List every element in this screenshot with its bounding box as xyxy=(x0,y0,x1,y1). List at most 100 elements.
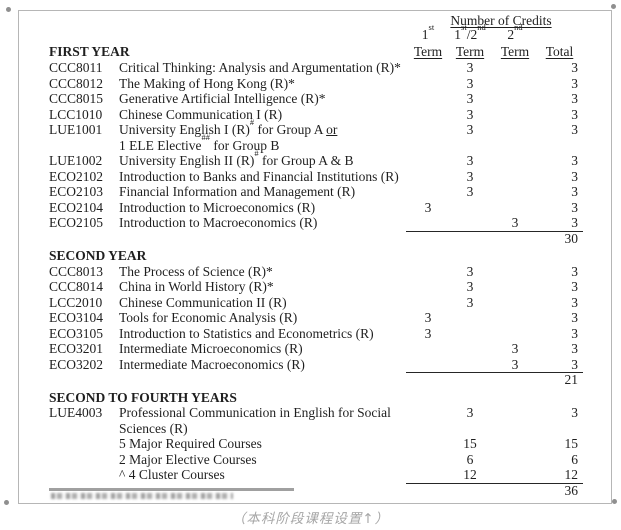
credits-total: 3 xyxy=(571,153,578,168)
credits-term2: 3 xyxy=(511,356,519,372)
frame-handle-bottom-right[interactable] xyxy=(612,499,617,504)
credits-total: 3 xyxy=(571,168,578,184)
credits-term12: 3 xyxy=(466,75,474,91)
term2-header: Term xyxy=(500,44,530,59)
course-code: ECO2102 xyxy=(49,168,103,184)
credits-term1: 3 xyxy=(424,310,432,325)
credits-total: 3 xyxy=(571,405,578,420)
course-row: LUE1001 University English I (R)# for Gro… xyxy=(19,117,611,138)
curriculum-table-frame: Number of Credits 1st 1st/2nd 2nd FIRST … xyxy=(18,10,612,504)
course-row: CCC8014 China in World History (R)* 3 3 xyxy=(19,279,611,295)
course-row: ECO2102 Introduction to Banks and Financi… xyxy=(19,169,611,185)
course-title: Introduction to Banks and Financial Inst… xyxy=(119,168,399,184)
credits-term12: 3 xyxy=(466,91,474,106)
course-title: The Making of Hong Kong (R)* xyxy=(119,75,295,91)
credits-total: 3 xyxy=(571,215,578,230)
course-code: CCC8014 xyxy=(49,279,104,294)
section-title: SECOND YEAR xyxy=(49,248,147,263)
course-row: ECO3104 Tools for Economic Analysis (R) 3 3 xyxy=(19,310,611,326)
section-subtotal-row: 21 xyxy=(19,372,611,388)
course-code: CCC8011 xyxy=(49,60,103,75)
course-row: CCC8011 Critical Thinking: Analysis and A… xyxy=(19,60,611,76)
credits-total: 3 xyxy=(571,91,578,106)
frame-handle-top-right[interactable] xyxy=(611,4,616,9)
credits-total: 3 xyxy=(571,106,578,122)
course-title: 5 Major Required Courses xyxy=(119,436,262,451)
course-code: LUE1002 xyxy=(49,153,103,168)
course-title: Sciences (R) xyxy=(119,420,188,436)
course-code: ECO2103 xyxy=(49,184,103,199)
course-code: LCC1010 xyxy=(49,106,103,122)
course-code: ECO2105 xyxy=(49,215,103,230)
course-title: Chinese Communication II (R) xyxy=(119,294,287,310)
total-header: Total xyxy=(545,44,574,59)
credits-term12: 3 xyxy=(466,279,474,294)
course-title: Introduction to Statistics and Econometr… xyxy=(119,325,374,341)
course-code: LCC2010 xyxy=(49,294,103,310)
course-code: CCC8013 xyxy=(49,263,104,279)
course-title: University English II (R)# for Group A &… xyxy=(119,147,354,168)
credits-term2: 3 xyxy=(511,215,519,230)
course-title: Critical Thinking: Analysis and Argument… xyxy=(119,60,401,75)
course-code: ECO3201 xyxy=(49,341,103,356)
section-title: SECOND TO FOURTH YEARS xyxy=(49,389,237,405)
course-row: ECO3105 Introduction to Statistics and Ec… xyxy=(19,326,611,342)
course-row: ECO2104 Introduction to Microeconomics (R… xyxy=(19,200,611,216)
frame-handle-top-left[interactable] xyxy=(6,7,11,12)
image-caption: （本科阶段课程设置↑） xyxy=(231,511,390,527)
course-code: CCC8015 xyxy=(49,91,104,106)
footnote-separator-line xyxy=(49,488,294,491)
course-title: Tools for Economic Analysis (R) xyxy=(119,310,298,325)
credits-term12: 15 xyxy=(463,436,477,451)
credits-term2: 3 xyxy=(511,341,519,356)
section-subtotal-row: 36 xyxy=(19,482,611,499)
course-title: 1 ELE Elective## for Group B xyxy=(119,132,280,153)
credits-total: 3 xyxy=(571,75,578,91)
subtotal-rule xyxy=(406,482,583,484)
credits-term12: 3 xyxy=(466,294,474,310)
credits-term12: 3 xyxy=(466,122,474,137)
course-code: LUE4003 xyxy=(49,405,103,420)
course-row: 2 Major Elective Courses 6 6 xyxy=(19,452,611,468)
term2-super-header: 2nd xyxy=(507,21,523,42)
column-header-row: FIRST YEAR Term Term Term Total xyxy=(19,44,611,60)
course-row: LUE1002 University English II (R)# for Gr… xyxy=(19,147,611,169)
credits-term12: 3 xyxy=(466,405,474,420)
course-row-continuation: Sciences (R) xyxy=(19,421,611,437)
credits-total: 12 xyxy=(564,467,579,482)
credits-total: 3 xyxy=(571,356,578,372)
course-row: CCC8013 The Process of Science (R)* 3 3 xyxy=(19,264,611,280)
credits-total: 15 xyxy=(564,436,579,451)
course-title: ^ 4 Cluster Courses xyxy=(119,467,225,482)
section-subtotal-row: 30 xyxy=(19,230,611,247)
credits-term12: 3 xyxy=(466,153,474,168)
course-row: 5 Major Required Courses 15 15 xyxy=(19,436,611,452)
credits-total: 3 xyxy=(571,341,578,356)
course-title: Intermediate Macroeconomics (R) xyxy=(119,356,305,372)
credits-total: 3 xyxy=(571,184,578,199)
credits-total: 3 xyxy=(571,294,578,310)
credits-term12: 6 xyxy=(466,451,474,467)
course-title: Intermediate Microeconomics (R) xyxy=(119,341,303,356)
credits-total: 3 xyxy=(571,60,578,75)
frame-handle-bottom-left[interactable] xyxy=(4,500,9,505)
credits-total: 3 xyxy=(571,310,578,325)
credits-total: 3 xyxy=(571,325,578,341)
credits-total: 6 xyxy=(571,451,578,467)
course-title: The Process of Science (R)* xyxy=(119,263,273,279)
course-code: ECO3105 xyxy=(49,325,103,341)
term12-super-header: 1st/2nd xyxy=(454,21,486,42)
course-title: Financial Information and Management (R) xyxy=(119,184,356,199)
credits-term12: 3 xyxy=(466,60,474,75)
course-row: CCC8012 The Making of Hong Kong (R)* 3 3 xyxy=(19,76,611,92)
course-row: ^ 4 Cluster Courses 12 12 xyxy=(19,467,611,483)
course-row: LCC2010 Chinese Communication II (R) 3 3 xyxy=(19,295,611,311)
course-row: ECO2105 Introduction to Macroeconomics (R… xyxy=(19,215,611,231)
credits-term12: 3 xyxy=(466,184,474,199)
section-title-first-year: FIRST YEAR xyxy=(49,44,130,59)
credits-total: 3 xyxy=(571,199,578,215)
course-row: CCC8015 Generative Artificial Intelligenc… xyxy=(19,91,611,107)
course-row: LCC1010 Chinese Communication I (R) 3 3 xyxy=(19,107,611,123)
credits-total: 3 xyxy=(571,122,578,137)
course-row: ECO2103 Financial Information and Managem… xyxy=(19,184,611,200)
